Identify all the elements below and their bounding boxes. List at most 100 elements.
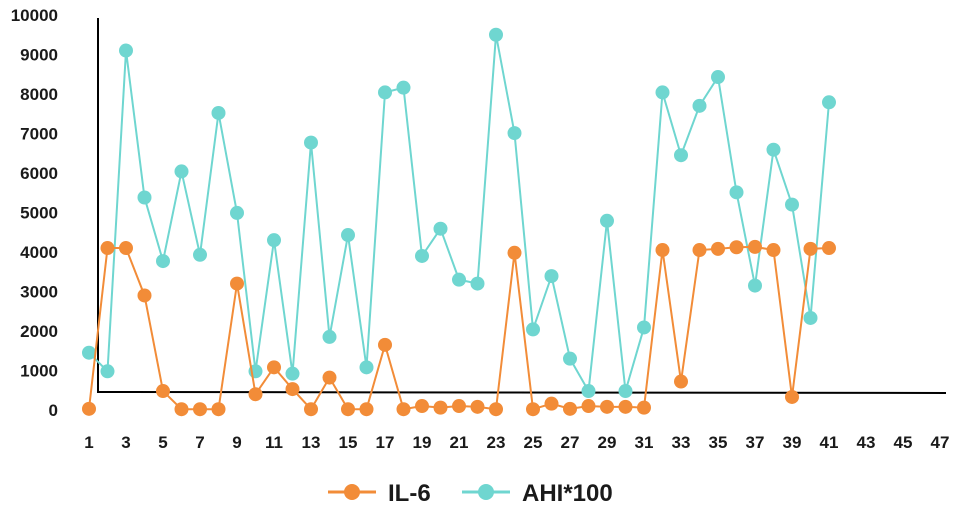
y-axis-tick-labels: 0 1000 2000 3000 4000 5000 6000 7000 8000 9000 100… <box>11 6 58 420</box>
data-point <box>600 213 614 228</box>
data-point <box>563 351 577 366</box>
y-tick-label: 0 <box>49 401 58 420</box>
data-point <box>211 402 226 417</box>
x-axis-tick-labels: 1 3 5 7 9 11 13 15 17 19 21 23 25 27 29 31 33 35 37 39 41 43 4… <box>84 433 949 452</box>
data-point <box>415 248 429 263</box>
series-layer <box>82 27 836 417</box>
data-point <box>341 228 355 243</box>
legend-item: AHI*100 <box>462 480 613 507</box>
data-point <box>766 243 781 258</box>
data-point <box>82 401 96 416</box>
data-point <box>174 402 189 417</box>
data-point <box>729 240 744 255</box>
data-point <box>711 241 725 256</box>
data-point <box>248 387 263 402</box>
x-tick-label: 13 <box>302 433 321 452</box>
data-point <box>433 221 448 236</box>
x-tick-label: 29 <box>598 433 617 452</box>
data-point <box>304 402 318 417</box>
data-point <box>618 384 633 399</box>
data-point <box>655 243 670 258</box>
data-point <box>470 276 485 291</box>
x-tick-label: 31 <box>635 433 654 452</box>
x-tick-label: 19 <box>413 433 432 452</box>
data-point <box>544 396 559 411</box>
data-point <box>322 329 337 344</box>
y-tick-label: 2000 <box>20 322 58 341</box>
data-point <box>452 399 466 414</box>
data-point <box>526 402 540 417</box>
legend-item: IL-6 <box>328 480 431 507</box>
x-tick-label: 25 <box>524 433 543 452</box>
data-point <box>637 320 651 335</box>
y-tick-label: 8000 <box>20 85 58 104</box>
data-point <box>655 85 670 100</box>
data-point <box>489 402 503 417</box>
legend-label: IL-6 <box>388 480 431 507</box>
data-point <box>803 310 818 325</box>
data-point <box>100 364 115 379</box>
data-point <box>489 27 503 42</box>
data-point <box>822 95 836 110</box>
x-tick-label: 33 <box>672 433 691 452</box>
y-tick-label: 7000 <box>20 125 58 144</box>
data-point <box>82 345 96 360</box>
x-tick-label: 35 <box>709 433 728 452</box>
data-point <box>230 205 244 220</box>
y-tick-label: 5000 <box>20 204 58 223</box>
data-point <box>729 185 744 200</box>
data-point <box>507 245 522 260</box>
legend: IL-6 AHI*100 <box>328 480 613 507</box>
x-tick-label: 5 <box>158 433 167 452</box>
x-tick-label: 3 <box>121 433 130 452</box>
series-line <box>88 245 830 411</box>
legend-label: AHI*100 <box>522 480 613 507</box>
data-point <box>119 241 133 256</box>
y-tick-label: 4000 <box>20 243 58 262</box>
data-point <box>137 288 152 303</box>
data-point <box>341 402 355 417</box>
x-tick-label: 41 <box>820 433 839 452</box>
x-tick-label: 21 <box>450 433 469 452</box>
data-point <box>507 126 522 141</box>
data-point <box>822 241 836 256</box>
x-tick-label: 11 <box>265 433 283 452</box>
data-point <box>674 374 688 389</box>
data-point <box>267 360 281 375</box>
legend-marker <box>478 484 494 500</box>
x-tick-label: 27 <box>561 433 580 452</box>
data-point <box>230 276 244 291</box>
x-tick-label: 9 <box>232 433 241 452</box>
data-point <box>119 43 133 58</box>
data-point <box>396 80 411 95</box>
data-point <box>415 399 429 414</box>
data-point <box>156 384 170 399</box>
data-point <box>359 360 374 375</box>
data-point <box>766 142 781 157</box>
data-point <box>618 399 633 414</box>
data-point <box>748 239 762 254</box>
legend-marker <box>344 484 360 500</box>
x-tick-label: 17 <box>376 433 395 452</box>
y-tick-label: 6000 <box>20 164 58 183</box>
data-point <box>396 402 411 417</box>
data-point <box>581 384 596 399</box>
x-axis-line <box>96 391 947 394</box>
x-tick-label: 39 <box>783 433 802 452</box>
y-tick-label: 9000 <box>20 46 58 65</box>
data-point <box>674 148 688 163</box>
data-point <box>452 272 466 287</box>
x-tick-label: 23 <box>487 433 506 452</box>
data-point <box>692 98 707 113</box>
x-tick-label: 47 <box>931 433 950 452</box>
data-point <box>156 254 170 269</box>
data-point <box>600 399 614 414</box>
data-point <box>285 366 300 381</box>
data-point <box>563 401 577 416</box>
data-point <box>193 402 207 417</box>
x-tick-label: 43 <box>857 433 876 452</box>
data-point <box>193 247 207 262</box>
data-point <box>378 337 392 352</box>
data-point <box>785 389 799 404</box>
